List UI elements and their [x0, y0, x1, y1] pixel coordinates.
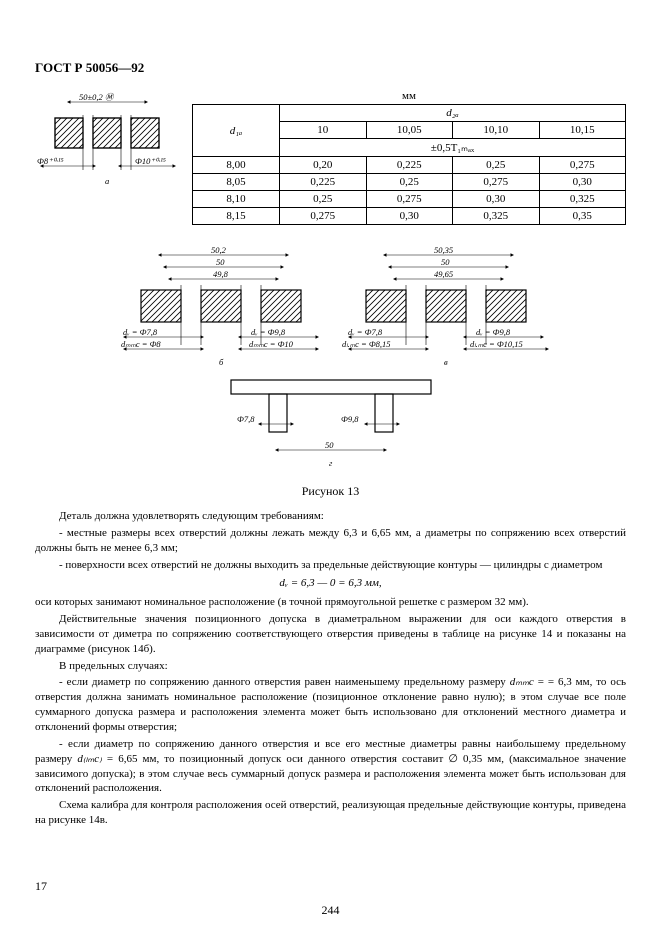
svg-text:50: 50 [325, 440, 334, 450]
svg-text:dₗ.ₘc = Ф8,15: dₗ.ₘc = Ф8,15 [342, 339, 391, 349]
svg-text:dₘₘc = Ф8: dₘₘc = Ф8 [121, 339, 161, 349]
svg-text:Ф7,8: Ф7,8 [237, 414, 255, 424]
tolerance-table: мм d₁ₐ d₂ₐ 10 10,05 10,10 10,15 ±0,5T₁ₘₐ… [192, 90, 626, 225]
figure-a: 50±0,2 Ⓜ Ф8⁺⁰·¹⁵ Ф10⁺⁰·¹⁵ a [35, 90, 180, 193]
svg-text:50: 50 [216, 257, 225, 267]
figure-b: 50,2 50 49,8 dᵥ = Ф7,8 dₘₘc = Ф8 dᵥ = Ф9… [35, 245, 626, 478]
page-number-center: 244 [0, 903, 661, 918]
svg-text:50,2: 50,2 [211, 245, 227, 255]
svg-text:50,35: 50,35 [434, 245, 453, 255]
unit-label: мм [192, 90, 626, 102]
svg-text:б: б [219, 357, 224, 367]
svg-text:50: 50 [441, 257, 450, 267]
doc-header: ГОСТ Р 50056—92 [35, 60, 626, 76]
svg-text:49,65: 49,65 [434, 269, 453, 279]
svg-text:Ф10⁺⁰·¹⁵: Ф10⁺⁰·¹⁵ [135, 156, 166, 166]
svg-text:49,8: 49,8 [213, 269, 229, 279]
svg-text:dₘₘc = Ф10: dₘₘc = Ф10 [249, 339, 294, 349]
svg-text:dᵥ = Ф7,8: dᵥ = Ф7,8 [123, 327, 158, 337]
svg-text:50±0,2 Ⓜ: 50±0,2 Ⓜ [79, 92, 115, 102]
svg-text:dᵥ = Ф9,8: dᵥ = Ф9,8 [476, 327, 511, 337]
page-number-left: 17 [35, 879, 47, 894]
svg-text:Ф8⁺⁰·¹⁵: Ф8⁺⁰·¹⁵ [37, 156, 64, 166]
svg-text:dₗ.ₘc = Ф10,15: dₗ.ₘc = Ф10,15 [470, 339, 523, 349]
svg-text:г: г [329, 458, 333, 468]
svg-text:dᵥ = Ф9,8: dᵥ = Ф9,8 [251, 327, 286, 337]
svg-text:Ф9,8: Ф9,8 [341, 414, 359, 424]
figure-caption: Рисунок 13 [35, 484, 626, 499]
svg-text:dᵥ = Ф7,8: dᵥ = Ф7,8 [348, 327, 383, 337]
svg-text:в: в [444, 357, 448, 367]
body-text: Деталь должна удовлетворять следующим тр… [35, 509, 626, 828]
formula: dᵥ = 6,3 — 0 = 6,3 мм, [35, 576, 626, 591]
svg-text:a: a [105, 176, 109, 186]
